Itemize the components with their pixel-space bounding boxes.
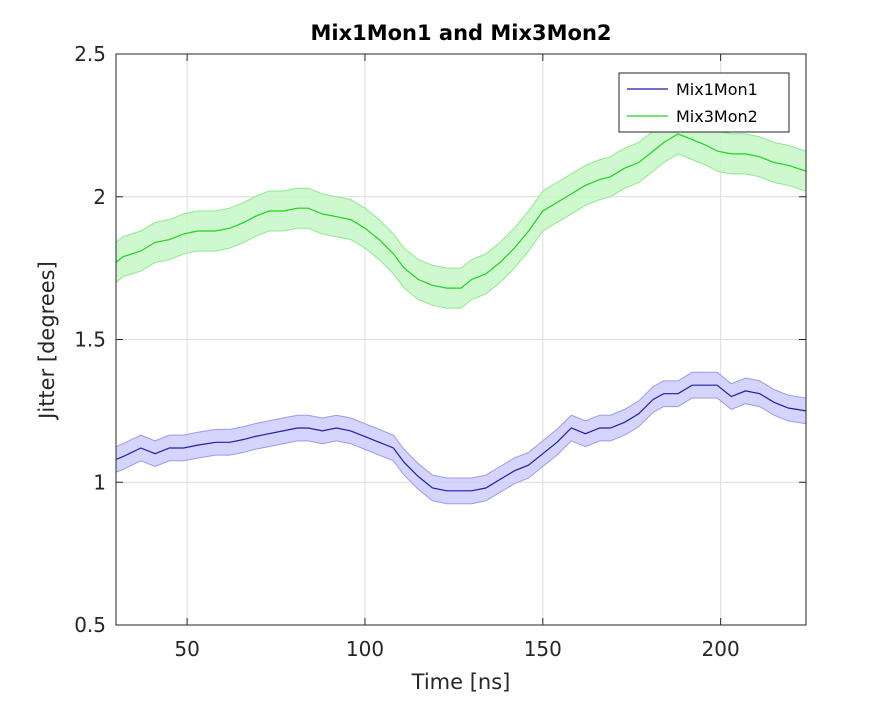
y-axis-label: Jitter [degrees]	[35, 261, 59, 421]
axis-ticks: 50 100 150 200 0.5 1 1.5 2 2.5	[74, 42, 806, 661]
series-line-1	[115, 133, 807, 289]
grid-lines	[116, 54, 806, 625]
x-tick-label: 100	[346, 637, 384, 661]
y-tick-label: 2.5	[74, 42, 106, 66]
y-tick-label: 0.5	[74, 613, 106, 637]
chart-title: Mix1Mon1 and Mix3Mon2	[310, 21, 611, 45]
series-line-0	[115, 384, 807, 492]
y-tick-label: 1	[93, 470, 106, 494]
y-tick-label: 2	[93, 185, 106, 209]
x-tick-label: 200	[702, 637, 740, 661]
series-lines	[115, 133, 807, 492]
legend: Mix1Mon1 Mix3Mon2	[618, 72, 790, 133]
y-tick-label: 1.5	[74, 328, 106, 352]
x-tick-label: 150	[524, 637, 562, 661]
x-axis-label: Time [ns]	[411, 670, 511, 694]
legend-box	[618, 72, 790, 133]
x-tick-label: 50	[174, 637, 199, 661]
legend-label-mix3mon2: Mix3Mon2	[676, 107, 758, 126]
legend-label-mix1mon1: Mix1Mon1	[676, 80, 758, 99]
